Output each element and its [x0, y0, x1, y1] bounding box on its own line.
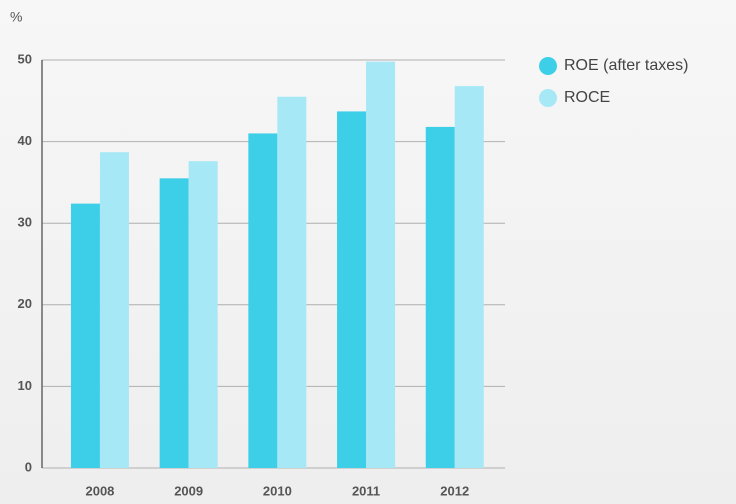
x-tick-label: 2010 — [263, 483, 292, 498]
bar — [366, 61, 396, 469]
bar — [159, 178, 189, 468]
y-tick-label: 10 — [18, 378, 32, 393]
legend-swatch — [539, 57, 557, 75]
y-tick-label: 0 — [25, 459, 32, 474]
legend-label: ROCE — [564, 89, 610, 106]
bar — [277, 96, 307, 468]
bar — [188, 161, 218, 468]
x-tick-label: 2009 — [174, 483, 203, 498]
x-tick-label: 2011 — [352, 483, 380, 498]
bar — [248, 133, 278, 468]
x-tick-label: 2008 — [85, 483, 114, 498]
x-tick-label: 2012 — [440, 483, 469, 498]
legend-label: ROE (after taxes) — [564, 57, 688, 74]
bar — [337, 111, 367, 469]
bar — [99, 152, 129, 468]
y-tick-label: 40 — [18, 133, 32, 148]
bar — [454, 86, 484, 468]
legend-swatch — [539, 89, 557, 107]
bar — [425, 126, 455, 469]
bar — [70, 203, 100, 468]
y-tick-label: 50 — [18, 51, 32, 66]
y-axis-label: % — [10, 9, 22, 25]
y-tick-label: 20 — [18, 296, 32, 311]
y-tick-label: 30 — [18, 215, 32, 230]
